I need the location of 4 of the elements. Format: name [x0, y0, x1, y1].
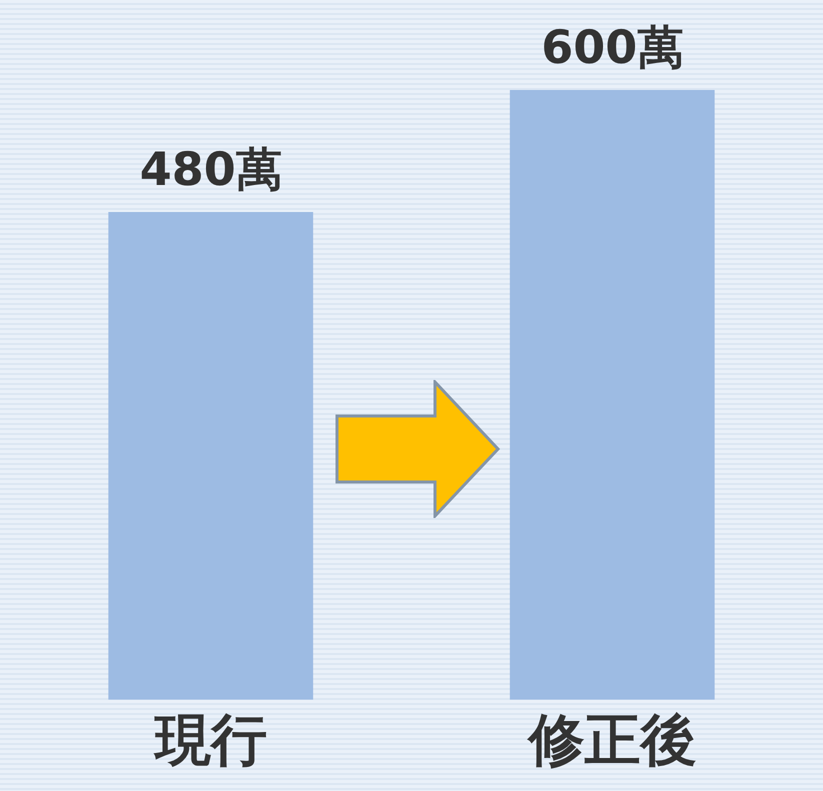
x-tick-label: 現行 [152, 708, 267, 773]
data-label: 480萬 [140, 142, 282, 196]
x-tick-label: 修正後 [526, 708, 696, 773]
data-label: 600萬 [541, 20, 684, 74]
